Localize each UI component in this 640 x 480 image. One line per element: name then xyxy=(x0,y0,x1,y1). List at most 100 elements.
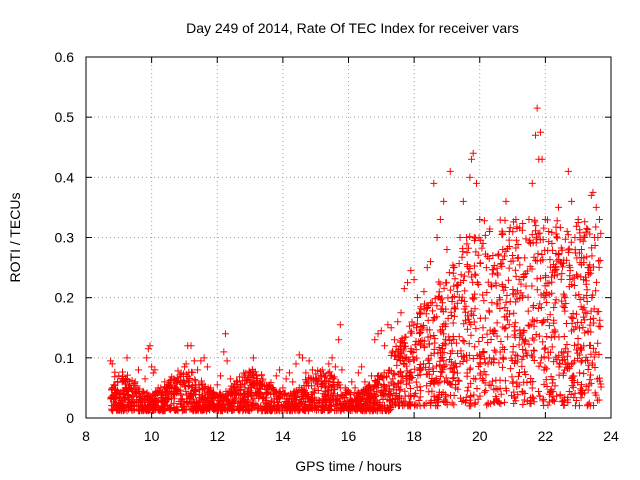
data-point xyxy=(565,245,573,253)
data-point xyxy=(518,387,526,395)
data-point xyxy=(448,364,456,372)
data-point xyxy=(436,357,444,365)
data-point xyxy=(504,333,512,341)
data-point xyxy=(520,326,528,334)
data-point xyxy=(397,368,405,376)
data-point xyxy=(572,397,580,405)
data-point xyxy=(412,378,420,386)
data-point xyxy=(221,330,229,338)
data-point xyxy=(309,375,317,383)
data-point xyxy=(536,300,544,308)
data-point xyxy=(493,269,501,277)
data-point xyxy=(238,401,246,409)
data-point xyxy=(353,406,361,414)
data-point xyxy=(463,240,471,248)
data-point xyxy=(180,363,188,371)
data-point xyxy=(567,238,575,246)
data-point xyxy=(527,396,535,404)
data-point xyxy=(459,357,467,365)
data-point xyxy=(529,378,537,386)
data-point xyxy=(432,402,440,410)
data-point xyxy=(319,401,327,409)
data-point xyxy=(548,240,556,248)
data-point xyxy=(597,229,605,237)
data-point xyxy=(380,383,388,391)
data-point xyxy=(512,290,520,298)
data-point xyxy=(254,402,262,410)
data-point xyxy=(449,261,457,269)
data-point xyxy=(561,307,569,315)
data-point xyxy=(260,394,268,402)
data-point xyxy=(429,316,437,324)
data-point xyxy=(595,351,603,359)
data-point xyxy=(539,397,547,405)
data-point xyxy=(549,376,557,384)
data-point xyxy=(535,362,543,370)
data-point xyxy=(552,353,560,361)
data-point xyxy=(453,363,461,371)
data-point xyxy=(213,381,221,389)
data-point xyxy=(584,386,592,394)
data-point xyxy=(196,386,204,394)
data-point xyxy=(408,318,416,326)
data-point xyxy=(595,257,603,265)
data-point xyxy=(509,342,517,350)
data-point xyxy=(568,327,576,335)
data-point xyxy=(189,395,197,403)
data-point xyxy=(510,331,518,339)
data-point xyxy=(289,401,297,409)
data-point xyxy=(247,389,255,397)
data-point xyxy=(555,351,563,359)
data-point xyxy=(395,383,403,391)
data-point xyxy=(457,347,465,355)
data-point xyxy=(158,389,166,397)
data-point xyxy=(492,385,500,393)
data-point xyxy=(396,338,404,346)
data-point xyxy=(430,349,438,357)
data-point xyxy=(230,406,238,414)
data-point xyxy=(180,403,188,411)
data-point xyxy=(505,276,513,284)
data-point xyxy=(162,385,170,393)
data-point xyxy=(487,281,495,289)
data-point xyxy=(528,334,536,342)
data-point xyxy=(444,314,452,322)
data-point xyxy=(458,352,466,360)
data-point xyxy=(512,244,520,252)
data-point xyxy=(450,292,458,300)
data-point xyxy=(267,404,275,412)
data-point xyxy=(407,267,415,275)
data-point xyxy=(185,392,193,400)
data-point xyxy=(492,279,500,287)
data-point xyxy=(505,264,513,272)
x-tick-label: 8 xyxy=(82,428,90,444)
data-point xyxy=(205,391,213,399)
data-point xyxy=(596,323,604,331)
data-point xyxy=(444,294,452,302)
data-point xyxy=(580,342,588,350)
data-point xyxy=(509,257,517,265)
data-point xyxy=(540,317,548,325)
data-point xyxy=(388,398,396,406)
data-point xyxy=(436,378,444,386)
data-point xyxy=(177,390,185,398)
data-point xyxy=(432,362,440,370)
data-point xyxy=(579,323,587,331)
data-point xyxy=(220,348,228,356)
data-point xyxy=(493,319,501,327)
data-point xyxy=(235,407,243,415)
data-point xyxy=(466,233,474,241)
data-point xyxy=(592,203,600,211)
data-point xyxy=(463,387,471,395)
data-point xyxy=(561,294,569,302)
data-point xyxy=(553,234,561,242)
data-point xyxy=(542,273,550,281)
data-point xyxy=(455,259,463,267)
data-point xyxy=(430,179,438,187)
data-point xyxy=(281,400,289,408)
data-point xyxy=(543,383,551,391)
data-point xyxy=(549,268,557,276)
data-point xyxy=(405,322,413,330)
data-point xyxy=(516,329,524,337)
data-point xyxy=(586,371,594,379)
